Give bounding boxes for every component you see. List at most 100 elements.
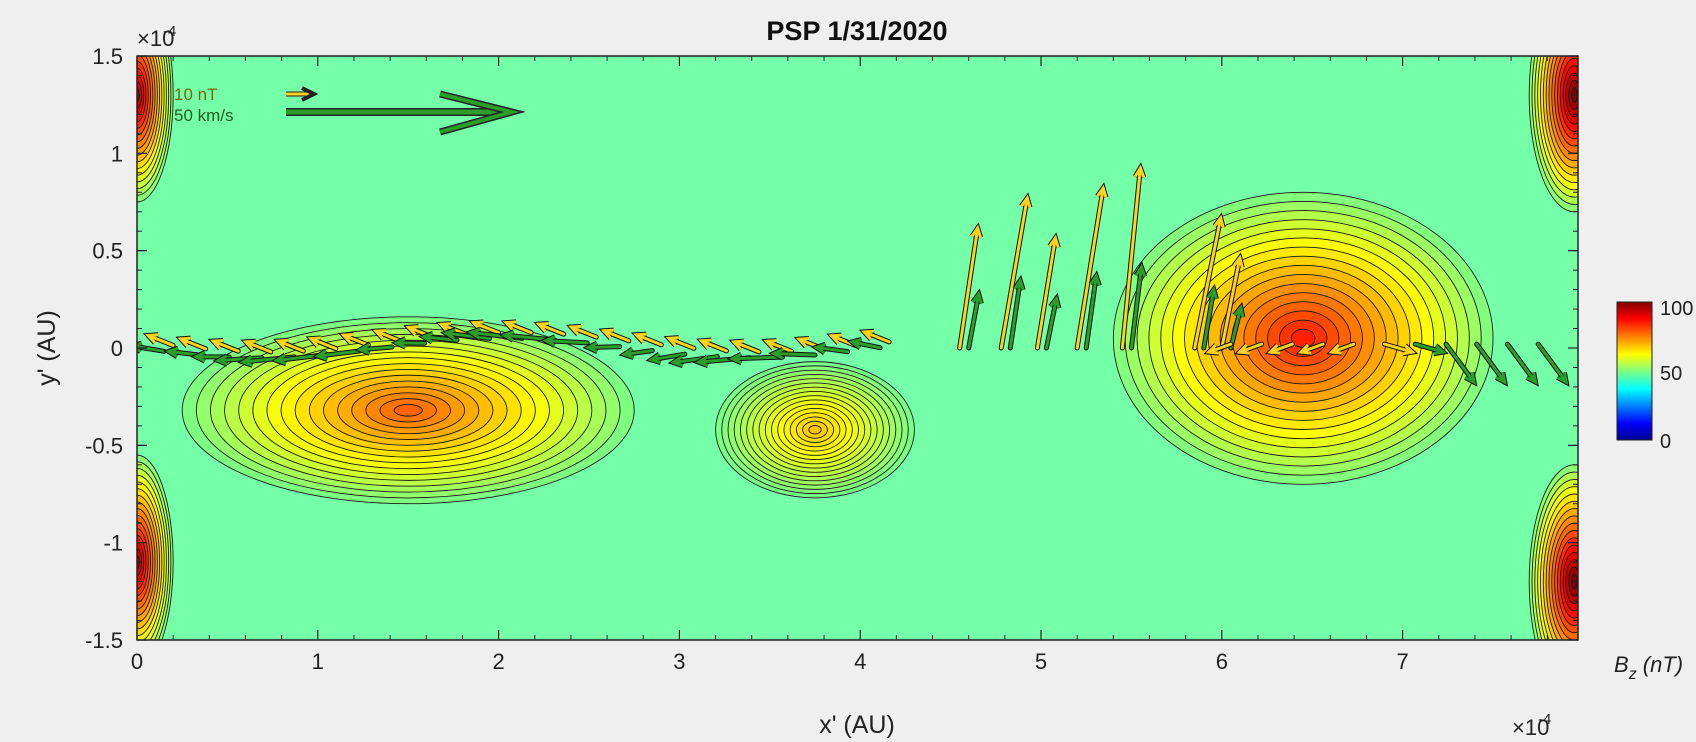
vector-arrow	[240, 338, 274, 355]
x-tick-label: 0	[131, 649, 143, 674]
vector-arrow	[175, 335, 209, 352]
vector-arrow	[1326, 341, 1357, 356]
svg-text:-4: -4	[1538, 711, 1551, 728]
y-exponent: ×10 -4	[137, 23, 176, 51]
vector-arrow	[998, 192, 1033, 351]
contour-region	[715, 361, 915, 499]
y-tick-label: 0.5	[92, 239, 123, 264]
vector-arrow	[761, 338, 795, 354]
vector-arrow	[370, 327, 404, 344]
vector-arrows	[137, 162, 1570, 387]
colorbar: 100 50 0 Bz (nT)	[1614, 298, 1693, 683]
plot-area	[136, 55, 1579, 641]
vector-arrow	[1535, 341, 1570, 387]
vector-arrow	[846, 337, 883, 351]
vector-arrow	[728, 338, 762, 355]
vector-arrow	[810, 341, 851, 355]
vector-arrow	[957, 222, 984, 351]
vector-arrow	[726, 351, 785, 366]
vector-arrow	[1034, 232, 1061, 351]
vector-arrow	[1264, 341, 1295, 356]
vector-arrow	[1228, 301, 1246, 351]
contour-region	[1112, 191, 1494, 485]
vector-arrow	[1443, 341, 1478, 387]
x-axis-label: x' (AU)	[819, 711, 895, 739]
x-exponent: ×10 -4	[1512, 711, 1551, 740]
vector-arrow	[440, 327, 493, 342]
x-tick-label: 3	[673, 649, 685, 674]
colorbar-tick: 100	[1660, 298, 1693, 320]
vector-arrow	[1128, 261, 1147, 351]
vector-arrow	[630, 331, 664, 348]
vector-arrow	[1007, 274, 1026, 351]
y-axis-label: y' (AU)	[33, 310, 61, 386]
vector-arrow	[162, 345, 200, 359]
x-tick-label: 7	[1396, 649, 1408, 674]
vector-arrow	[533, 320, 567, 337]
vector-arrow	[1074, 182, 1109, 351]
contour-level	[1290, 328, 1316, 348]
scale-label-field: 10 nT	[174, 85, 217, 104]
vector-arrow	[1219, 252, 1245, 351]
vector-arrow	[598, 327, 632, 344]
vector-arrow	[858, 328, 892, 345]
vector-arrow	[966, 288, 984, 351]
scale-arrow-field	[286, 86, 319, 102]
colorbar-tick: 0	[1660, 431, 1671, 453]
vector-arrow	[1083, 270, 1102, 351]
vector-arrow	[338, 331, 371, 348]
vector-arrow	[1043, 292, 1062, 351]
vector-arrow	[1201, 283, 1219, 351]
svg-text:×10: ×10	[137, 26, 174, 51]
vector-arrow	[696, 337, 729, 354]
vector-arrow	[565, 323, 599, 340]
y-tick-label: 1.5	[92, 44, 123, 69]
y-tick-label: -1.5	[85, 628, 123, 653]
vector-arrow	[1382, 341, 1419, 357]
vector-arrow	[582, 340, 623, 354]
contour-region	[181, 316, 635, 505]
x-tick-label: 5	[1035, 649, 1047, 674]
vector-arrow	[645, 351, 688, 366]
scale-arrow-legend: 10 nT 50 km/s	[174, 85, 526, 136]
contour-region	[1528, 464, 1578, 640]
vector-arrow	[142, 332, 176, 348]
x-tick-label: 6	[1216, 649, 1228, 674]
axis-ticks: 0 1 2 3 4 5 6 7 1.5 1 0.5 0 -0.5 -1 -1.5	[85, 44, 1578, 674]
vector-arrow	[667, 354, 720, 369]
contour-level	[393, 404, 423, 417]
vector-arrow	[312, 348, 362, 362]
vector-arrow	[1119, 162, 1147, 351]
x-tick-label: 4	[854, 649, 866, 674]
x-tick-label: 2	[492, 649, 504, 674]
vector-arrow	[212, 353, 265, 367]
vector-arrow	[618, 346, 655, 360]
vector-arrow	[663, 335, 697, 351]
vector-arrow	[1234, 341, 1265, 356]
y-tick-label: 1	[111, 141, 123, 166]
vector-arrow	[1504, 341, 1539, 387]
vector-arrow	[1474, 341, 1509, 387]
scale-label-velocity: 50 km/s	[174, 106, 234, 125]
vector-arrow	[207, 337, 241, 354]
vector-arrow	[500, 319, 534, 336]
colorbar-scale	[1616, 301, 1653, 441]
vector-arrow	[1203, 341, 1234, 356]
contour-region	[1528, 56, 1578, 213]
vector-arrow	[768, 347, 818, 361]
svg-text:-4: -4	[163, 23, 176, 40]
vector-arrow	[390, 336, 427, 350]
y-tick-label: -0.5	[85, 433, 123, 458]
scale-arrow-velocity	[286, 90, 526, 136]
y-tick-label: -1	[103, 531, 123, 556]
vector-arrow	[1295, 341, 1326, 356]
vector-arrow	[540, 334, 590, 348]
colorbar-label: Bz (nT)	[1614, 652, 1683, 683]
y-tick-label: 0	[111, 336, 123, 361]
vector-arrow	[273, 337, 306, 354]
vector-arrow	[1412, 341, 1449, 357]
chart-title: PSP 1/31/2020	[766, 16, 947, 46]
x-tick-label: 1	[312, 649, 324, 674]
colorbar-tick: 50	[1660, 363, 1682, 385]
